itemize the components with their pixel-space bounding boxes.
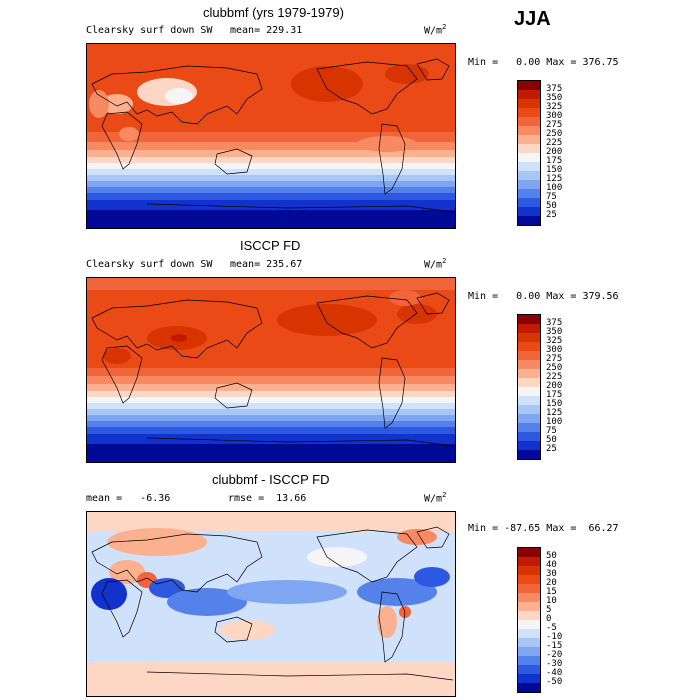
colorbar-swatch — [518, 575, 540, 584]
colorbar-swatch — [518, 369, 540, 378]
panel3-units: W/m2 — [424, 491, 447, 505]
panel2-colorbar-ticks: 375 350 325 300 275 250 225 200 175 150 125 100 75 50… — [546, 318, 563, 454]
colorbar-swatch — [518, 216, 540, 225]
colorbar-swatch — [518, 450, 540, 459]
colorbar-swatch — [518, 108, 540, 117]
colorbar-swatch — [518, 90, 540, 99]
panel2-colorbar — [517, 314, 541, 460]
colorbar-swatch — [518, 638, 540, 647]
colorbar-swatch — [518, 153, 540, 162]
colorbar-swatch — [518, 566, 540, 575]
colorbar-swatch — [518, 548, 540, 557]
colorbar-swatch — [518, 189, 540, 198]
colorbar-swatch — [518, 683, 540, 692]
colorbar-swatch — [518, 324, 540, 333]
colorbar-swatch — [518, 432, 540, 441]
panel2-title: ISCCP FD — [240, 238, 301, 253]
colorbar-swatch — [518, 656, 540, 665]
colorbar-swatch — [518, 126, 540, 135]
panel3-rmse-label: rmse = 13.66 — [228, 493, 307, 504]
panel2-map-graphic — [87, 278, 455, 462]
panel1-map-graphic — [87, 44, 455, 228]
colorbar-swatch — [518, 387, 540, 396]
panel1-mean-label: mean= 229.31 — [230, 25, 303, 36]
colorbar-swatch — [518, 171, 540, 180]
colorbar-swatch — [518, 629, 540, 638]
panel3-mean-label: mean = -6.36 — [86, 493, 171, 504]
colorbar-swatch — [518, 584, 540, 593]
colorbar-swatch — [518, 674, 540, 683]
colorbar-swatch — [518, 405, 540, 414]
colorbar-swatch — [518, 360, 540, 369]
colorbar-swatch — [518, 342, 540, 351]
panel1-units: W/m2 — [424, 23, 447, 37]
colorbar-swatch — [518, 665, 540, 674]
colorbar-swatch — [518, 441, 540, 450]
colorbar-swatch — [518, 423, 540, 432]
colorbar-swatch — [518, 81, 540, 90]
colorbar-swatch — [518, 378, 540, 387]
panel1-colorbar — [517, 80, 541, 226]
colorbar-swatch — [518, 593, 540, 602]
colorbar-swatch — [518, 557, 540, 566]
panel1-min-label: Min = 0.00 Max = 376.75 — [468, 57, 619, 68]
panel2-units: W/m2 — [424, 257, 447, 271]
colorbar-swatch — [518, 99, 540, 108]
panel3-map-graphic — [87, 512, 455, 696]
colorbar-swatch — [518, 144, 540, 153]
season-label: JJA — [514, 8, 551, 30]
colorbar-swatch — [518, 333, 540, 342]
panel2-variable-label: Clearsky surf down SW — [86, 259, 213, 270]
colorbar-swatch — [518, 396, 540, 405]
panel1-map — [86, 43, 456, 229]
panel2-min-label: Min = 0.00 Max = 379.56 — [468, 291, 619, 302]
panel3-min-label: Min = -87.65 Max = 66.27 — [468, 523, 619, 534]
panel2-map — [86, 277, 456, 463]
panel1-variable-label: Clearsky surf down SW — [86, 25, 213, 36]
panel3-colorbar — [517, 547, 541, 693]
panel3-map — [86, 511, 456, 697]
colorbar-swatch — [518, 647, 540, 656]
colorbar-swatch — [518, 162, 540, 171]
colorbar-swatch — [518, 198, 540, 207]
colorbar-swatch — [518, 611, 540, 620]
colorbar-swatch — [518, 620, 540, 629]
colorbar-swatch — [518, 351, 540, 360]
panel2-mean-label: mean= 235.67 — [230, 259, 303, 270]
colorbar-swatch — [518, 315, 540, 324]
colorbar-swatch — [518, 207, 540, 216]
colorbar-swatch — [518, 117, 540, 126]
panel3-colorbar-ticks: 50 40 30 20 15 10 5 0 -5 -10 -15 -20 -30 -40 -50 — [546, 551, 563, 687]
colorbar-swatch — [518, 135, 540, 144]
panel1-colorbar-ticks: 375 350 325 300 275 250 225 200 175 150 125 100 75 50… — [546, 84, 563, 220]
colorbar-swatch — [518, 414, 540, 423]
colorbar-swatch — [518, 180, 540, 189]
panel1-title: clubbmf (yrs 1979-1979) — [203, 5, 344, 20]
colorbar-swatch — [518, 602, 540, 611]
panel3-title: clubbmf - ISCCP FD — [212, 472, 330, 487]
